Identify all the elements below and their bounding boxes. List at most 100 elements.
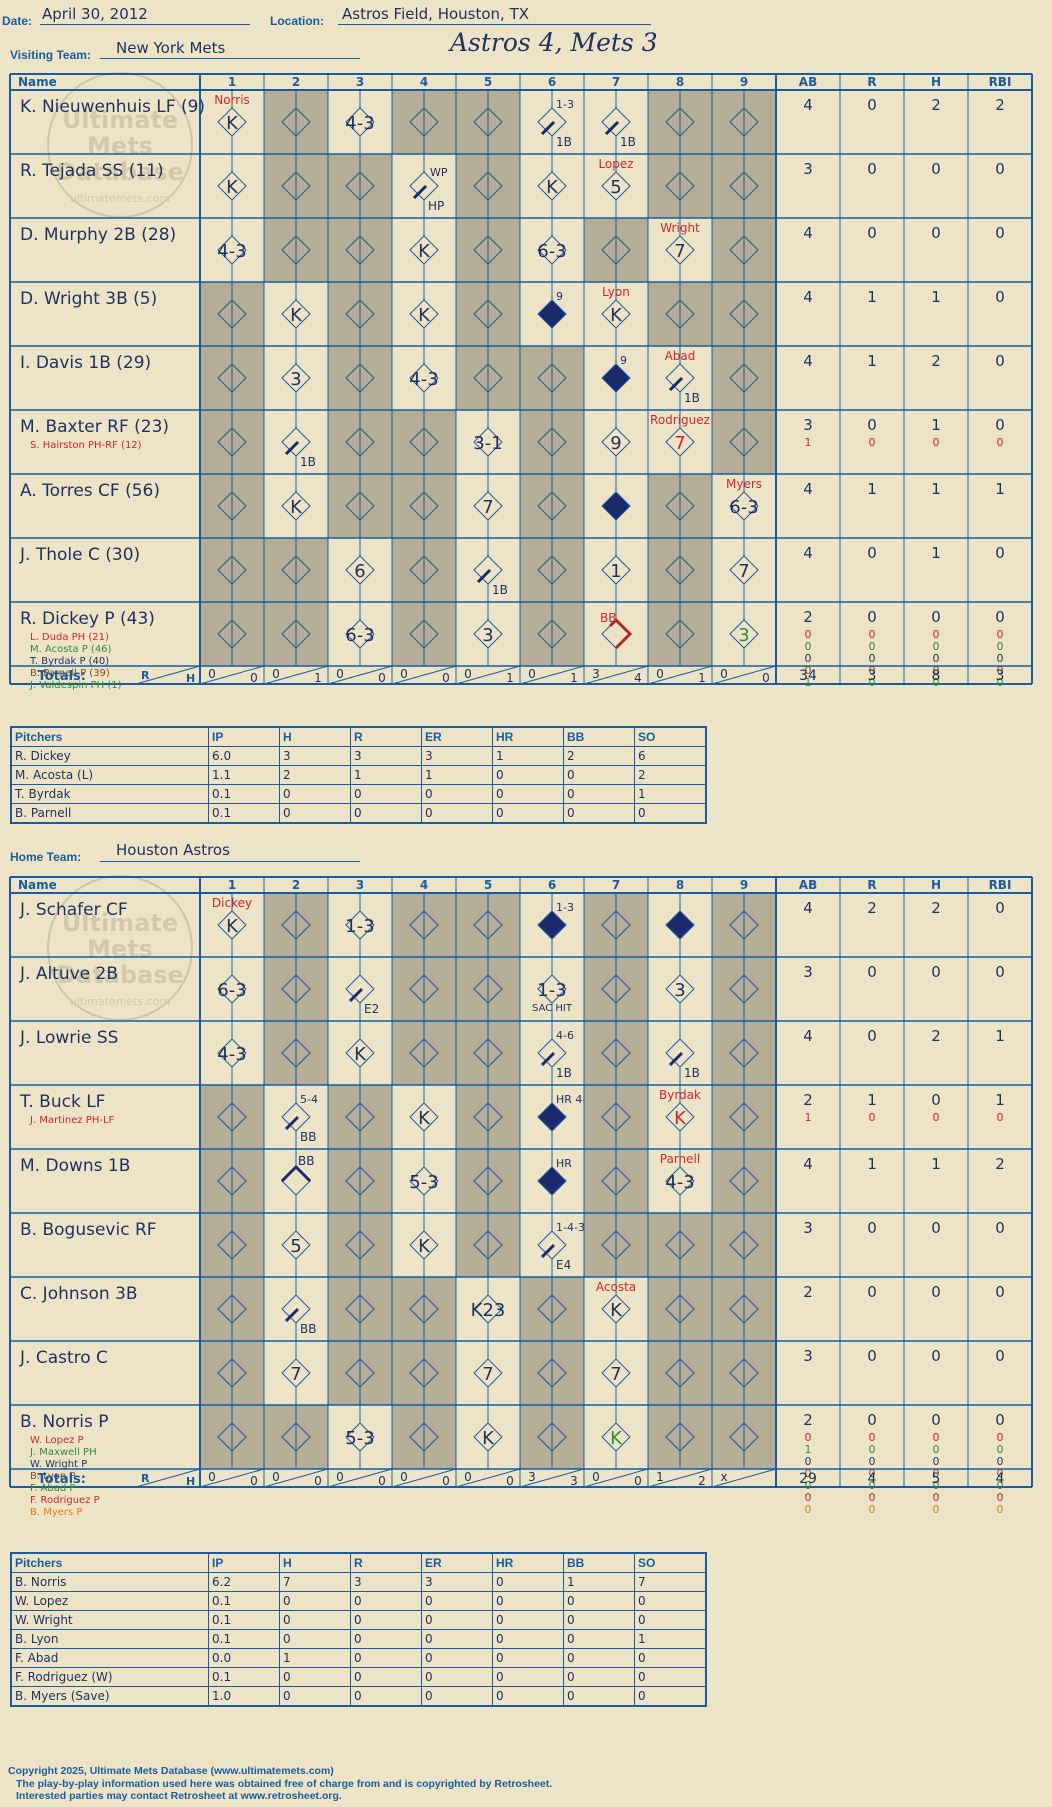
- location-underline: [338, 24, 651, 25]
- batting-stat: 1: [931, 416, 941, 434]
- play-result: 3: [290, 369, 301, 390]
- diamond: [473, 1102, 503, 1132]
- pitcher-stat: M. Acosta (L): [10, 765, 209, 785]
- home-pitching-header-row: Pitchers IP H R ER HR BB SO: [10, 1552, 707, 1573]
- batting-stat: 0: [805, 1479, 812, 1492]
- play-result: K: [546, 177, 559, 198]
- hit-line: [284, 1307, 300, 1323]
- totals-label: Totals:: [38, 1472, 86, 1487]
- pitcher-row: W. Lopez 0.1 0 0 0 0 0 0: [10, 1591, 707, 1611]
- batting-stat: 0: [933, 1467, 940, 1480]
- diamond: [345, 910, 375, 940]
- batting-stat: 0: [997, 664, 1004, 677]
- column-header-5: 5: [484, 878, 492, 892]
- diamond: [345, 1102, 375, 1132]
- diamond: [409, 427, 439, 457]
- batting-stat: 0: [869, 1467, 876, 1480]
- pitcher-stat: 7: [279, 1572, 351, 1592]
- diamond: [729, 974, 759, 1004]
- play-result: 3: [738, 625, 749, 646]
- watermark-text: Database: [56, 961, 184, 989]
- diamond: [537, 1294, 567, 1324]
- inning-runs: 0: [656, 667, 664, 681]
- pitcher-stat: B. Lyon: [10, 1629, 209, 1649]
- hit-type: 1B: [300, 455, 316, 469]
- inning-total-divider: [327, 665, 393, 685]
- diamond: [217, 299, 247, 329]
- pitcher-stat: 0: [634, 1591, 707, 1611]
- pitcher-stat: 0: [634, 1610, 707, 1630]
- batter-name: R. Dickey P (43): [20, 609, 155, 629]
- diamond: [409, 974, 439, 1004]
- batting-stat: 1: [805, 1443, 812, 1456]
- batting-stat: 1: [995, 1091, 1005, 1109]
- pitcher-stat: 0: [563, 1610, 635, 1630]
- batting-stat: 0: [995, 544, 1005, 562]
- batting-stat: 0: [933, 664, 940, 677]
- diamond: [537, 1102, 567, 1132]
- pitcher-stat: B. Myers (Save): [10, 1686, 209, 1707]
- batting-stat: 0: [997, 640, 1004, 653]
- pitcher-stat: 0.0: [208, 1648, 280, 1668]
- play-result: 4-3: [409, 369, 438, 390]
- inning-runs: 0: [336, 667, 344, 681]
- batter-name: I. Davis 1B (29): [20, 353, 151, 373]
- column-header-rbi: RBI: [989, 878, 1012, 892]
- pitcher-stat: 0: [421, 784, 493, 804]
- batting-stat: 0: [997, 652, 1004, 665]
- diamond: [665, 1422, 695, 1452]
- pitcher-stat: 3: [350, 1572, 422, 1592]
- visitors-pitching-table: Pitchers IP H R ER HR BB SO R. Dickey 6.0 3 3 3 1 2 6 M.…: [10, 726, 707, 824]
- pitcher-stat: 0: [350, 1610, 422, 1630]
- substitute-name: J. Maxwell PH: [29, 1447, 97, 1458]
- play-result: 6-3: [729, 497, 758, 518]
- diamond: [601, 363, 631, 393]
- play-result: 1: [610, 561, 621, 582]
- hit-type: BB: [300, 1322, 316, 1336]
- pitcher-stat: 0: [421, 1648, 493, 1668]
- column-header-4: 4: [420, 878, 428, 892]
- batter-name: T. Buck LF: [19, 1092, 105, 1112]
- diamond: [409, 363, 439, 393]
- play-result: K: [290, 305, 303, 326]
- batting-stat: 0: [805, 1431, 812, 1444]
- diamond: [217, 1294, 247, 1324]
- batting-stat: 0: [933, 628, 940, 641]
- batter-name: J. Thole C (30): [19, 545, 140, 565]
- diamond: [217, 1422, 247, 1452]
- play-result: K23: [471, 1300, 506, 1321]
- diamond: [409, 1166, 439, 1196]
- pitching-change-name: Parnell: [660, 1152, 700, 1166]
- pitching-change-name: Rodriguez: [650, 413, 710, 427]
- pitching-change-name: Abad: [665, 349, 696, 363]
- batting-stat: 0: [997, 1431, 1004, 1444]
- batting-stat: 0: [931, 1347, 941, 1365]
- inning-hits: 4: [634, 671, 642, 685]
- batting-stat: 0: [869, 1443, 876, 1456]
- hit-line: [540, 1243, 556, 1259]
- diamond: [537, 555, 567, 585]
- home-team-name: Houston Astros: [116, 841, 230, 859]
- batter-name: K. Nieuwenhuis LF (9): [20, 97, 205, 117]
- batting-stat: 0: [869, 1503, 876, 1516]
- pitcher-row: T. Byrdak 0.1 0 0 0 0 0 1: [10, 784, 707, 804]
- visiting-team-label: Visiting Team:: [10, 48, 91, 62]
- visitors-pitching-header: BB: [563, 726, 635, 747]
- inning-runs: 0: [336, 1470, 344, 1484]
- pitcher-stat: 0.1: [208, 784, 280, 804]
- batting-stat: 0: [867, 1411, 877, 1429]
- batting-stat: 1: [931, 544, 941, 562]
- inning-total-divider: [199, 665, 265, 685]
- diamond: [217, 555, 247, 585]
- walk-note: BB: [298, 1154, 314, 1168]
- diamond: [665, 1358, 695, 1388]
- batting-stat: 0: [931, 1219, 941, 1237]
- visitors-pitching-header: Pitchers: [10, 726, 209, 747]
- pitching-change-name: Lyon: [602, 285, 630, 299]
- play-result: 4-3: [345, 113, 374, 134]
- pitcher-stat: 6: [634, 746, 707, 766]
- batting-stat: 0: [867, 416, 877, 434]
- play-result: K: [290, 497, 303, 518]
- advance-note: 1-4-3: [556, 1221, 585, 1234]
- batting-stat: 2: [931, 899, 941, 917]
